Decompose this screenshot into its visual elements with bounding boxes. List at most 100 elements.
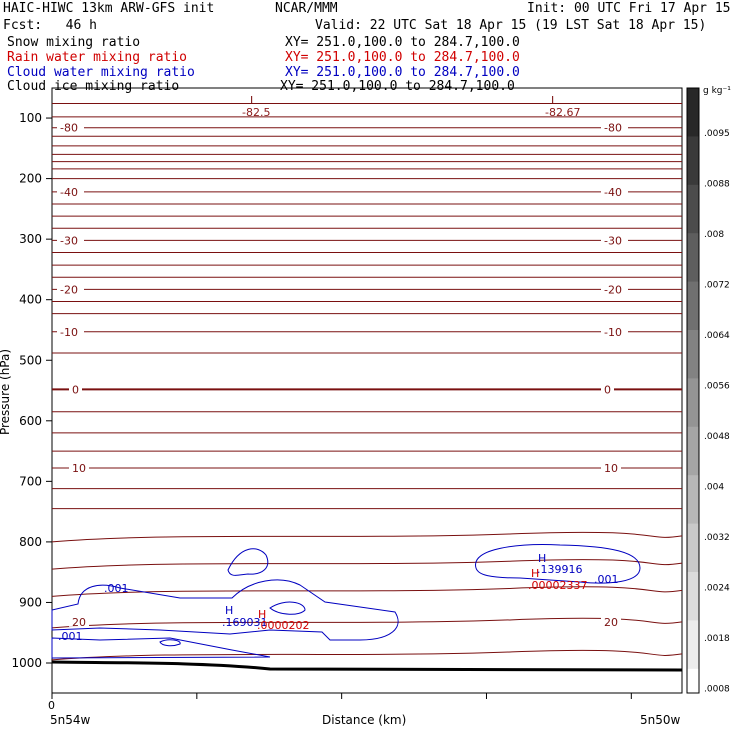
cloud-contour <box>269 601 306 615</box>
high-marker: H <box>258 608 266 621</box>
field-name-cloud-ice: Cloud ice mixing ratio <box>7 79 180 94</box>
field-xy-rain: XY= 251.0,100.0 to 284.7,100.0 <box>285 50 520 65</box>
colorbar-segment <box>687 281 699 331</box>
colorbar-tick-label: .0088 <box>704 180 730 190</box>
x-start-label: 5n54w <box>50 713 91 727</box>
colorbar-tick-label: .0072 <box>704 281 730 291</box>
colorbar-segment <box>687 184 699 234</box>
colorbar-segment <box>687 233 699 283</box>
isotherm-label-right: 20 <box>604 616 618 629</box>
colorbar-tick-label: .0056 <box>704 382 730 392</box>
cloud-contour <box>51 637 271 659</box>
isotherm-label-bg <box>601 325 628 337</box>
plot-frame <box>51 87 683 694</box>
y-axis-label: Pressure (hPa) <box>0 348 13 436</box>
colorbar-segment <box>687 572 699 621</box>
isotherm-label-right: 0 <box>604 383 611 396</box>
y-tick-label: 900 <box>19 595 42 609</box>
y-tick-label: 1000 <box>11 656 42 670</box>
colorbar-segment <box>687 88 699 137</box>
colorbar-tick-label: .0064 <box>704 331 730 341</box>
colorbar-tick-label: .0008 <box>704 685 730 695</box>
field-name-cloud-water: Cloud water mixing ratio <box>7 65 195 80</box>
isotherm-label-right: -30 <box>604 234 622 247</box>
y-tick-label: 700 <box>19 474 42 488</box>
isotherm-label-bg <box>57 185 84 197</box>
isotherm-label-left: 0 <box>72 383 79 396</box>
isotherm-label-bg <box>69 383 82 395</box>
cloud-water-label: .001 <box>104 582 129 595</box>
field-name-rain: Rain water mixing ratio <box>7 50 188 65</box>
isotherm-label-bg <box>601 462 621 474</box>
colorbar-tick-label: .0032 <box>704 533 730 543</box>
isotherm-label-bg <box>69 615 89 627</box>
colorbar: .0095 .0088 .008 .0072 .0064 .0056 .0048 .004 .0… <box>686 87 730 718</box>
cloud-contour <box>51 579 399 641</box>
cloud-water-label: .001 <box>58 630 83 643</box>
isotherm-label-bg <box>57 325 84 337</box>
colorbar-segment <box>687 620 699 670</box>
y-tick-label: 500 <box>19 353 42 367</box>
isotherm-label-bg <box>57 234 84 246</box>
plot-border <box>51 87 683 694</box>
colorbar-segment <box>687 475 699 525</box>
y-tick-label: 400 <box>19 293 42 307</box>
colorbar-tick-label: .0095 <box>704 129 730 139</box>
colorbar-segment <box>687 378 699 428</box>
isotherm-label-bg <box>601 185 628 197</box>
low-value: -82.67 <box>545 106 580 119</box>
isotherm-label-bg <box>69 462 89 474</box>
y-tick-label: 100 <box>19 111 42 125</box>
high-marker: H <box>531 567 539 580</box>
colorbar-tick-label: .004 <box>704 483 724 493</box>
isotherm-line <box>51 617 683 629</box>
field-xy-cloud-water: XY= 251.0,100.0 to 284.7,100.0 <box>285 65 520 80</box>
isotherm-label-bg <box>601 383 614 395</box>
isotherm-line <box>51 559 683 570</box>
terrain-line <box>51 660 683 672</box>
colorbar-tick-label: .0018 <box>704 634 730 644</box>
colorbar-tick-label: .0024 <box>704 584 730 594</box>
cloud-water-label: .001 <box>594 573 619 586</box>
colorbar-segment <box>687 330 699 379</box>
y-tick-label: 800 <box>19 535 42 549</box>
isotherm-line <box>51 649 683 661</box>
init-time: Init: 00 UTC Fri 17 Apr 15 <box>527 1 731 16</box>
valid-time: Valid: 22 UTC Sat 18 Apr 15 (19 LST Sat … <box>315 18 707 33</box>
low-value: -82.5 <box>242 106 270 119</box>
cloud-water-contours: .001.001.001H.169031H.0000202H.139916H.0… <box>51 544 641 659</box>
colorbar-border <box>686 87 700 694</box>
isotherm-label-bg <box>57 121 84 133</box>
high-value: .00002337 <box>528 579 588 592</box>
high-marker: H <box>225 604 233 617</box>
x-zero-tick: 0 <box>48 699 55 712</box>
colorbar-segment <box>687 426 699 476</box>
isotherm-line <box>51 586 683 597</box>
colorbar-tick-label: .0048 <box>704 432 730 442</box>
model-title: HAIC-HIWC 13km ARW-GFS init <box>3 1 215 16</box>
isotherm-label-bg <box>601 283 628 295</box>
colorbar-unit: g kg⁻¹ <box>703 86 731 96</box>
isotherm-label-left: -80 <box>60 122 78 135</box>
isotherm-label-left: -30 <box>60 234 78 247</box>
org-label: NCAR/MMM <box>275 1 338 16</box>
field-xy-snow: XY= 251.0,100.0 to 284.7,100.0 <box>285 35 520 50</box>
isotherm-label-right: 10 <box>604 462 618 475</box>
temperature-contours: -80 -80 -40 -40 -30 -30 -20 -20 -10 -10 0 0 10 10 20 20… <box>51 94 683 672</box>
isotherm-line <box>51 531 683 543</box>
high-marker: H <box>538 552 546 565</box>
isotherm-label-left: 20 <box>72 616 86 629</box>
colorbar-segment <box>687 136 699 186</box>
isotherm-label-left: -10 <box>60 326 78 339</box>
forecast-hour: Fcst: 46 h <box>3 18 97 33</box>
isotherm-label-right: -10 <box>604 326 622 339</box>
y-tick-label: 600 <box>19 414 42 428</box>
cloud-contour <box>227 548 269 576</box>
colorbar-segment <box>687 523 699 573</box>
isotherm-label-right: -20 <box>604 283 622 296</box>
x-end-label: 5n50w <box>640 713 681 727</box>
isotherm-label-bg <box>601 615 621 627</box>
low-marker: L <box>551 94 558 107</box>
cloud-contour <box>475 544 641 584</box>
